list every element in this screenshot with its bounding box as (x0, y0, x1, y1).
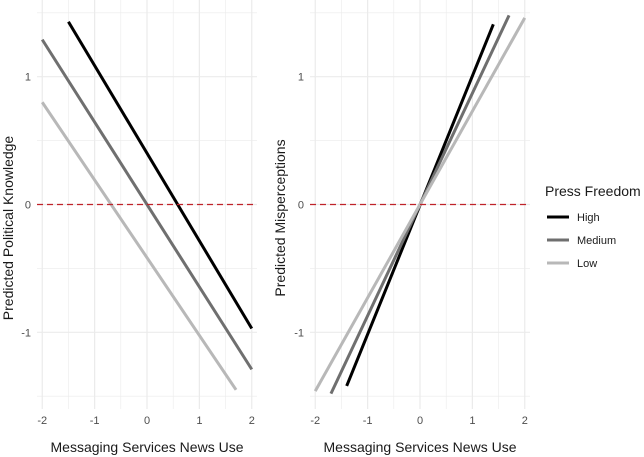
legend-label-low: Low (577, 258, 597, 270)
right-x-tick-label: -1 (363, 415, 373, 427)
left-series-line-low (40, 101, 238, 391)
legend-title: Press Freedom (545, 183, 641, 199)
right-panel: Predicted Misperceptions Messaging Servi… (272, 0, 530, 455)
legend: Press Freedom High Medium Low (545, 183, 641, 270)
right-x-tick-label: -2 (310, 415, 320, 427)
left-series-line-high (67, 20, 254, 330)
right-y-axis-title: Predicted Misperceptions (272, 139, 288, 296)
left-x-tick-label: 0 (144, 415, 150, 427)
left-x-tick-label: 2 (249, 415, 255, 427)
right-y-tick-label: 1 (298, 72, 304, 84)
left-x-tick-label: -2 (37, 415, 47, 427)
left-panel: Predicted Political Knowledge Messaging … (0, 0, 257, 455)
legend-label-high: High (577, 212, 600, 224)
right-y-tick-label: 0 (298, 200, 304, 212)
left-y-tick-label: 0 (25, 200, 31, 212)
left-y-tick-label: 1 (25, 72, 31, 84)
legend-label-medium: Medium (577, 235, 616, 247)
left-x-tick-label: 1 (196, 415, 202, 427)
left-y-tick-label: -1 (21, 327, 31, 339)
right-x-axis-title: Messaging Services News Use (324, 439, 517, 455)
right-x-tick-label: 2 (522, 415, 528, 427)
left-x-tick-label: -1 (90, 415, 100, 427)
right-x-tick-label: 0 (417, 415, 423, 427)
right-x-tick-label: 1 (469, 415, 475, 427)
left-x-axis-title: Messaging Services News Use (51, 439, 244, 455)
right-y-tick-label: -1 (294, 327, 304, 339)
left-y-axis-title: Predicted Political Knowledge (0, 136, 16, 321)
